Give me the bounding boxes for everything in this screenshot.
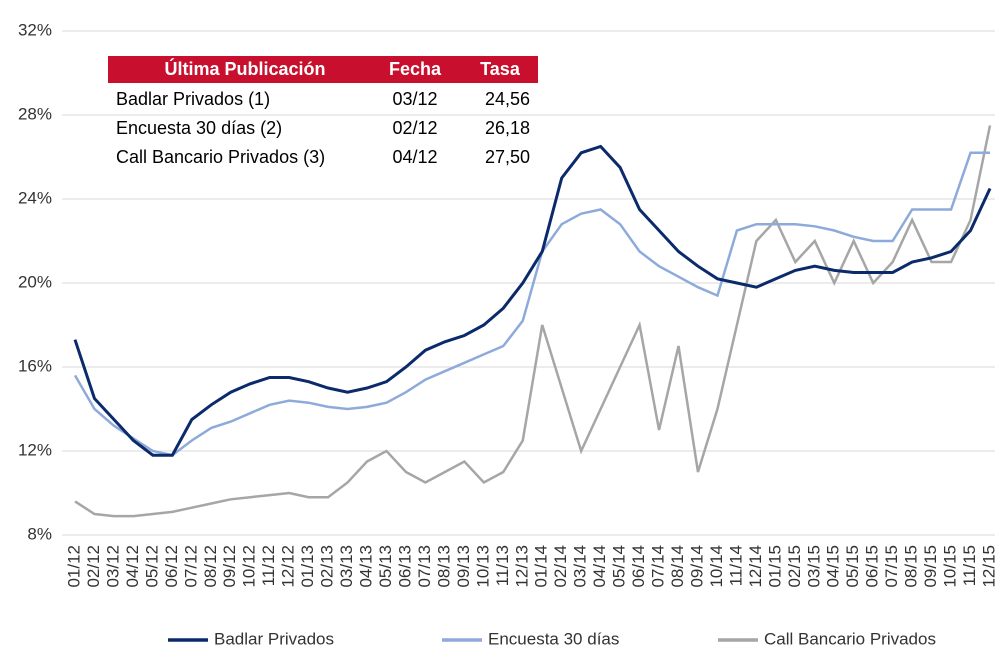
table-header-bg <box>108 56 538 83</box>
x-tick-label: 04/14 <box>590 545 609 588</box>
legend-label: Encuesta 30 días <box>488 629 619 648</box>
x-tick-label: 04/12 <box>123 545 142 588</box>
x-tick-label: 10/14 <box>707 545 726 588</box>
x-tick-label: 01/15 <box>765 545 784 588</box>
x-tick-label: 06/15 <box>863 545 882 588</box>
x-tick-label: 10/15 <box>941 545 960 588</box>
table-cell: Badlar Privados (1) <box>116 89 270 109</box>
x-tick-label: 03/14 <box>571 545 590 588</box>
x-tick-label: 11/15 <box>960 545 979 586</box>
x-tick-label: 12/13 <box>512 545 531 588</box>
x-tick-label: 10/12 <box>240 545 259 588</box>
table-cell: 27,50 <box>485 147 530 167</box>
x-tick-label: 06/14 <box>629 545 648 588</box>
x-tick-label: 05/15 <box>843 545 862 588</box>
x-tick-label: 02/14 <box>551 545 570 588</box>
series-line <box>73 151 990 457</box>
x-tick-label: 05/13 <box>376 545 395 588</box>
x-tick-label: 08/12 <box>201 545 220 588</box>
legend-label: Badlar Privados <box>214 629 334 648</box>
table-cell: 02/12 <box>392 118 437 138</box>
x-tick-label: 07/15 <box>882 545 901 588</box>
x-tick-label: 06/13 <box>395 545 414 588</box>
x-tick-label: 04/15 <box>824 545 843 588</box>
y-tick-label: 28% <box>18 104 52 123</box>
x-tick-label: 03/13 <box>337 545 356 588</box>
x-tick-label: 09/15 <box>921 545 940 588</box>
x-tick-label: 03/15 <box>804 545 823 588</box>
y-tick-label: 8% <box>27 524 52 543</box>
x-tick-label: 05/14 <box>610 545 629 588</box>
x-tick-label: 02/13 <box>318 545 337 588</box>
x-tick-label: 01/14 <box>532 545 551 588</box>
table-header: Última Publicación <box>164 58 325 79</box>
table-header: Fecha <box>389 59 442 79</box>
x-tick-label: 12/12 <box>279 545 298 588</box>
table-header: Tasa <box>480 59 521 79</box>
x-tick-label: 01/13 <box>298 545 317 588</box>
series-line <box>73 144 992 457</box>
x-tick-label: 12/15 <box>979 545 998 588</box>
x-tick-label: 08/13 <box>434 545 453 588</box>
legend-label: Call Bancario Privados <box>764 629 936 648</box>
x-tick-label: 05/12 <box>142 545 161 588</box>
x-tick-label: 11/13 <box>493 545 512 586</box>
x-tick-label: 02/15 <box>785 545 804 588</box>
x-tick-label: 06/12 <box>162 545 181 588</box>
x-tick-label: 01/12 <box>64 545 83 588</box>
table-cell: 24,56 <box>485 89 530 109</box>
y-tick-label: 16% <box>18 356 52 375</box>
x-tick-label: 03/12 <box>103 545 122 588</box>
x-tick-label: 08/15 <box>902 545 921 588</box>
x-tick-label: 08/14 <box>668 545 687 588</box>
table-cell: Encuesta 30 días (2) <box>116 118 282 138</box>
x-tick-label: 02/12 <box>84 545 103 588</box>
table-cell: 04/12 <box>392 147 437 167</box>
table-cell: Call Bancario Privados (3) <box>116 147 325 167</box>
y-tick-label: 20% <box>18 272 52 291</box>
x-tick-label: 07/13 <box>415 545 434 588</box>
y-tick-label: 12% <box>18 440 52 459</box>
x-tick-label: 09/13 <box>454 545 473 588</box>
x-tick-label: 11/14 <box>726 545 745 586</box>
table-cell: 26,18 <box>485 118 530 138</box>
x-tick-label: 07/14 <box>649 545 668 588</box>
x-tick-label: 04/13 <box>357 545 376 588</box>
y-tick-label: 24% <box>18 188 52 207</box>
series-line <box>74 125 992 518</box>
x-tick-label: 09/12 <box>220 545 239 588</box>
x-tick-label: 09/14 <box>687 545 706 588</box>
x-tick-label: 11/12 <box>259 545 278 586</box>
x-tick-label: 12/14 <box>746 545 765 588</box>
table-cell: 03/12 <box>392 89 437 109</box>
y-tick-label: 32% <box>18 20 52 39</box>
x-tick-label: 10/13 <box>473 545 492 588</box>
x-tick-label: 07/12 <box>181 545 200 588</box>
